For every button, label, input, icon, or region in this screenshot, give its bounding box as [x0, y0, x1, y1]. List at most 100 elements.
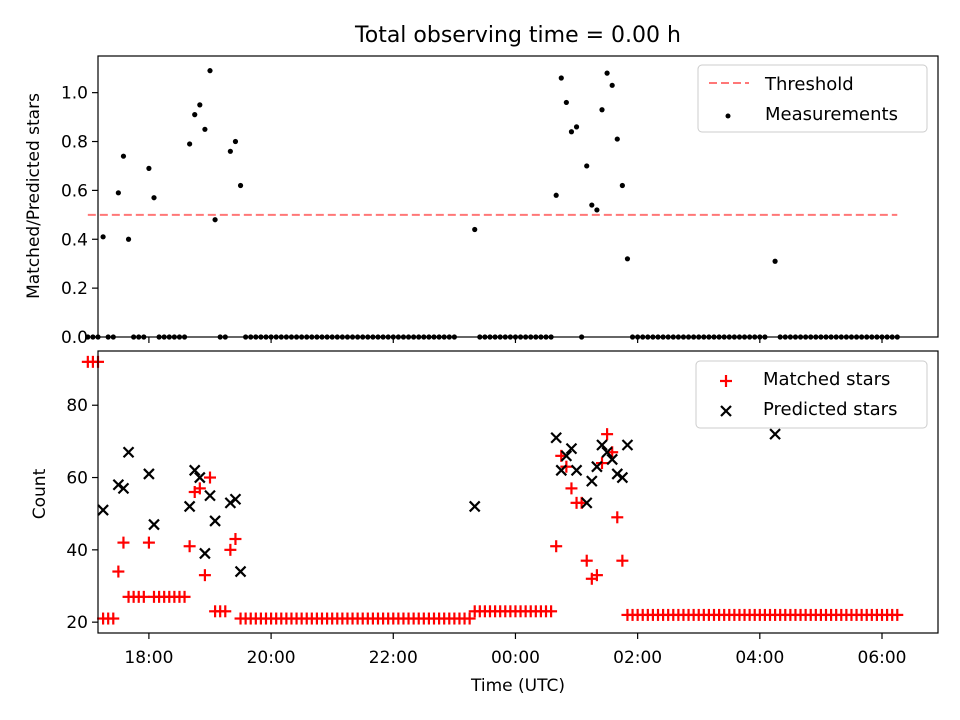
measurements-legend-icon	[725, 113, 731, 119]
measurement-point	[772, 258, 778, 264]
bottom-x-tick-label: 02:00	[613, 648, 662, 668]
measurement-point	[197, 102, 203, 108]
measurement-point	[599, 107, 605, 113]
measurement-point	[563, 99, 569, 106]
predicted-star-point	[621, 439, 634, 451]
matched-star-point	[580, 554, 593, 567]
predicted-star-point	[204, 489, 216, 502]
predicted-star-point	[143, 468, 155, 480]
matched-star-point	[891, 608, 904, 621]
matched-star-point	[137, 590, 150, 603]
matched-stars-legend-label: Matched stars	[763, 369, 890, 390]
measurement-point	[125, 236, 132, 242]
threshold-legend-label: Threshold	[764, 74, 854, 95]
predicted-star-point	[586, 475, 598, 487]
measurement-point	[558, 75, 564, 81]
measurement-point	[584, 163, 590, 169]
matched-star-point	[550, 540, 563, 553]
bottom-y-ticks: 20 40 60 80	[66, 396, 98, 633]
top-y-ticks: 0.0 0.2 0.4 0.6 0.8 1.0	[61, 84, 98, 348]
bottom-legend: Matched stars Predicted stars	[695, 360, 928, 429]
matched-star-point	[117, 536, 130, 549]
bottom-x-tick-label: 18:00	[124, 648, 173, 668]
measurement-point	[212, 217, 218, 223]
measurement-point	[100, 234, 106, 240]
measurement-point	[573, 124, 580, 130]
predicted-star-point	[234, 565, 247, 578]
top-y-tick-label: 0.8	[61, 133, 88, 153]
measurement-point	[120, 153, 127, 159]
predicted-star-point	[229, 493, 242, 506]
measurement-point	[151, 195, 157, 201]
top-panel: Total observing time = 0.00 h Matched/Pr…	[24, 23, 939, 348]
predicted-stars-legend-label: Predicted stars	[763, 399, 897, 420]
measurement-point	[187, 141, 193, 147]
bottom-panel: Count Time (UTC) 20 40 60 80 18:00 20:00 22:0…	[30, 350, 939, 696]
matched-stars-legend-icon	[720, 375, 732, 387]
predicted-stars-legend-icon	[720, 405, 732, 417]
top-y-axis-label: Matched/Predicted stars	[24, 93, 44, 299]
matched-star-point	[224, 543, 237, 556]
predicted-star-point	[565, 442, 578, 455]
top-axes-frame	[97, 55, 939, 338]
matched-star-point	[183, 540, 196, 553]
measurement-point	[614, 136, 620, 142]
bottom-x-tick-label: 04:00	[735, 648, 784, 668]
measurement-point	[604, 70, 610, 76]
measurement-point	[609, 82, 615, 88]
bottom-y-tick-label: 40	[66, 541, 88, 561]
matched-star-point	[178, 590, 191, 603]
predicted-star-point	[606, 453, 618, 466]
matched-star-point	[219, 605, 232, 618]
matched-star-point	[107, 612, 120, 625]
matched-star-point	[198, 569, 211, 582]
measurement-point	[624, 256, 631, 262]
bottom-y-tick-label: 80	[66, 396, 88, 416]
matched-star-point	[616, 554, 629, 567]
top-x-ticks	[148, 337, 883, 343]
top-legend-box	[697, 64, 928, 133]
matched-star-point	[463, 612, 476, 625]
measurement-point	[553, 192, 559, 198]
predicted-star-point	[601, 446, 613, 459]
predicted-star-point	[555, 464, 568, 477]
top-legend: Threshold Measurements	[697, 64, 928, 133]
top-y-tick-label: 0.6	[61, 181, 88, 201]
predicted-star-point	[560, 450, 573, 462]
bottom-axes-frame	[97, 350, 939, 634]
bottom-y-tick-label: 20	[66, 613, 88, 633]
matched-star-point	[590, 569, 603, 582]
matched-star-point	[229, 533, 242, 545]
predicted-star-point	[97, 504, 109, 516]
predicted-star-point	[122, 446, 135, 459]
bottom-x-axis-label: Time (UTC)	[470, 676, 565, 696]
measurement-point	[202, 126, 208, 132]
bottom-y-axis-label: Count	[30, 468, 50, 519]
matched-star-point	[193, 482, 206, 495]
measurement-point	[472, 226, 478, 233]
bottom-legend-box	[695, 360, 928, 429]
top-y-tick-label: 0.0	[61, 328, 88, 348]
matched-star-point	[611, 511, 624, 524]
predicted-star-point	[550, 431, 562, 444]
matched-star-point	[142, 536, 155, 549]
measurement-point	[227, 148, 233, 154]
measurement-point	[237, 182, 244, 189]
top-y-tick-label: 1.0	[61, 84, 88, 104]
measurement-point	[207, 68, 213, 74]
predicted-star-point	[570, 464, 583, 477]
predicted-star-point	[616, 471, 629, 484]
measurement-point	[568, 129, 575, 135]
top-y-tick-label: 0.2	[61, 279, 88, 299]
predicted-star-point	[580, 497, 593, 509]
bottom-x-tick-label: 06:00	[858, 648, 907, 668]
bottom-y-tick-label: 60	[66, 469, 88, 489]
measurement-point	[594, 207, 600, 213]
predicted-star-point	[194, 471, 206, 484]
predicted-star-point	[769, 428, 781, 440]
measurement-point	[232, 138, 239, 145]
predicted-star-point	[209, 515, 221, 527]
predicted-star-point	[148, 518, 160, 531]
measurement-point	[192, 112, 198, 118]
